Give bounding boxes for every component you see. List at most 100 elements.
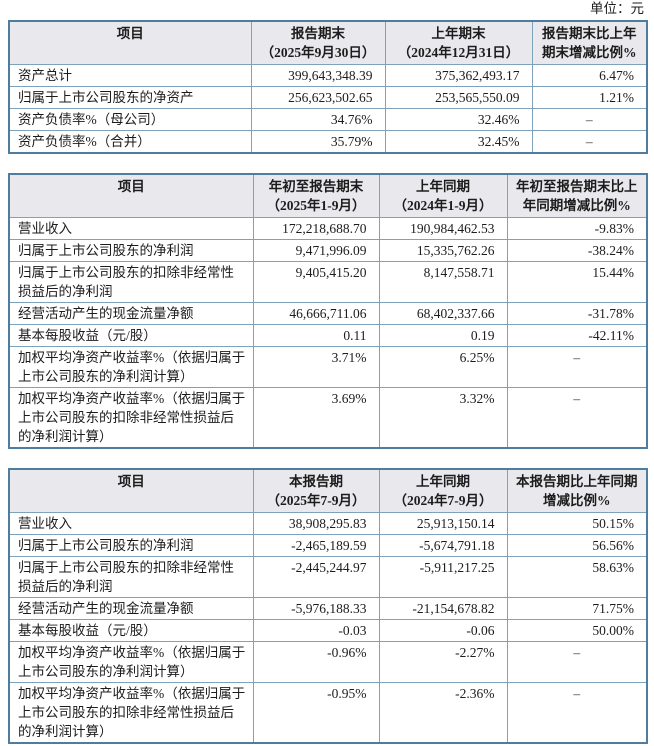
column-header: 上年期末 （2024年12月31日） bbox=[384, 20, 533, 65]
table-row: 经营活动产生的现金流量净额 46,666,711.06 68,402,337.66-… bbox=[8, 302, 648, 325]
value-cell: -42.11% bbox=[506, 324, 648, 347]
item-label: 归属于上市公司股东的净资产 bbox=[8, 86, 252, 109]
item-label: 归属于上市公司股东的扣除非经常性损益后的净利润 bbox=[8, 556, 254, 598]
value-cell: 56.56% bbox=[506, 534, 648, 557]
value-cell: 253,565,550.09 bbox=[384, 86, 533, 109]
ytd-results-table: 项目 年初至报告期末 （2025年1-9月） 上年同期 （2024年1-9月） 年初至报告… bbox=[8, 173, 648, 449]
value-cell: – bbox=[506, 387, 648, 449]
value-cell: -0.03 bbox=[252, 619, 380, 642]
value-cell: 34.76% bbox=[250, 108, 386, 131]
item-label: 归属于上市公司股东的扣除非经常性损益后的净利润 bbox=[8, 261, 254, 303]
value-cell: 0.11 bbox=[252, 324, 380, 347]
value-cell: 15,335,762.26 bbox=[378, 239, 508, 262]
table-row: 营业收入 38,908,295.83 25,913,150.14 50.15% bbox=[8, 512, 648, 535]
value-cell: – bbox=[506, 682, 648, 744]
table-row: 归属于上市公司股东的扣除非经常性损益后的净利润 -2,445,244.97 -5,9… bbox=[8, 556, 648, 598]
item-label: 归属于上市公司股东的净利润 bbox=[8, 534, 254, 557]
table-row: 资产负债率%（母公司） 34.76% 32.46% – bbox=[8, 108, 648, 131]
value-cell: -0.96% bbox=[252, 641, 380, 683]
item-label: 资产负债率%（合并） bbox=[8, 130, 252, 154]
item-label: 归属于上市公司股东的净利润 bbox=[8, 239, 254, 262]
column-header: 项目 bbox=[8, 173, 254, 218]
value-cell: -31.78% bbox=[506, 302, 648, 325]
item-label: 营业收入 bbox=[8, 512, 254, 535]
column-header: 本报告期比上年同期 增减比例% bbox=[506, 468, 648, 513]
item-label: 加权平均净资产收益率%（依据归属于上市公司股东的扣除非经常性损益后的净利润计算） bbox=[8, 387, 254, 449]
value-cell: – bbox=[531, 108, 648, 131]
value-cell: -2.36% bbox=[378, 682, 508, 744]
value-cell: 35.79% bbox=[250, 130, 386, 154]
value-cell: 9,405,415.20 bbox=[252, 261, 380, 303]
value-cell: 375,362,493.17 bbox=[384, 64, 533, 87]
value-cell: 3.32% bbox=[378, 387, 508, 449]
column-header: 本报告期 （2025年7-9月） bbox=[252, 468, 380, 513]
value-cell: 58.63% bbox=[506, 556, 648, 598]
value-cell: 1.21% bbox=[531, 86, 648, 109]
table-row: 归属于上市公司股东的净资产 256,623,502.65 253,565,550.0… bbox=[8, 86, 648, 109]
value-cell: -2.27% bbox=[378, 641, 508, 683]
value-cell: 68,402,337.66 bbox=[378, 302, 508, 325]
header-row: 项目 报告期末 （2025年9月30日） 上年期末 （2024年12月31日） 报告期末比… bbox=[8, 20, 648, 65]
table-row: 基本每股收益（元/股） -0.03 -0.06 50.00% bbox=[8, 619, 648, 642]
value-cell: – bbox=[531, 130, 648, 154]
item-label: 基本每股收益（元/股） bbox=[8, 619, 254, 642]
unit-label: 单位：元 bbox=[590, 1, 644, 16]
table-row: 基本每股收益（元/股） 0.11 0.19 -42.11% bbox=[8, 324, 648, 347]
table-row: 加权平均净资产收益率%（依据归属于上市公司股东的扣除非经常性损益后的净利润计算）… bbox=[8, 682, 648, 744]
value-cell: 256,623,502.65 bbox=[250, 86, 386, 109]
value-cell: 3.69% bbox=[252, 387, 380, 449]
value-cell: -0.06 bbox=[378, 619, 508, 642]
item-label: 经营活动产生的现金流量净额 bbox=[8, 302, 254, 325]
value-cell: -9.83% bbox=[506, 217, 648, 240]
value-cell: -5,911,217.25 bbox=[378, 556, 508, 598]
value-cell: 50.00% bbox=[506, 619, 648, 642]
item-label: 经营活动产生的现金流量净额 bbox=[8, 597, 254, 620]
value-cell: -5,674,791.18 bbox=[378, 534, 508, 557]
value-cell: 15.44% bbox=[506, 261, 648, 303]
column-header: 年初至报告期末比上 年同期增减比例% bbox=[506, 173, 648, 218]
value-cell: 399,643,348.39 bbox=[250, 64, 386, 87]
column-header: 上年同期 （2024年1-9月） bbox=[378, 173, 508, 218]
value-cell: -5,976,188.33 bbox=[252, 597, 380, 620]
value-cell: 3.71% bbox=[252, 346, 380, 388]
value-cell: 46,666,711.06 bbox=[252, 302, 380, 325]
value-cell: -2,445,244.97 bbox=[252, 556, 380, 598]
column-header: 项目 bbox=[8, 468, 254, 513]
value-cell: 32.46% bbox=[384, 108, 533, 131]
item-label: 营业收入 bbox=[8, 217, 254, 240]
value-cell: – bbox=[506, 641, 648, 683]
value-cell: 0.19 bbox=[378, 324, 508, 347]
table-row: 资产负债率%（合并） 35.79% 32.45% – bbox=[8, 130, 648, 154]
item-label: 加权平均净资产收益率%（依据归属于上市公司股东的净利润计算） bbox=[8, 641, 254, 683]
value-cell: -0.95% bbox=[252, 682, 380, 744]
item-label: 加权平均净资产收益率%（依据归属于上市公司股东的扣除非经常性损益后的净利润计算） bbox=[8, 682, 254, 744]
column-header: 报告期末比上年 期末增减比例% bbox=[531, 20, 648, 65]
table-row: 归属于上市公司股东的净利润 9,471,996.09 15,335,762.26 -3… bbox=[8, 239, 648, 262]
column-header: 项目 bbox=[8, 20, 252, 65]
table-row: 加权平均净资产收益率%（依据归属于上市公司股东的净利润计算） -0.96% -2.2… bbox=[8, 641, 648, 683]
item-label: 资产负债率%（母公司） bbox=[8, 108, 252, 131]
value-cell: -21,154,678.82 bbox=[378, 597, 508, 620]
column-header: 上年同期 （2024年7-9月） bbox=[378, 468, 508, 513]
value-cell: 32.45% bbox=[384, 130, 533, 154]
value-cell: 71.75% bbox=[506, 597, 648, 620]
table-row: 资产总计 399,643,348.39 375,362,493.17 6.47% bbox=[8, 64, 648, 87]
column-header: 报告期末 （2025年9月30日） bbox=[250, 20, 386, 65]
column-header: 年初至报告期末 （2025年1-9月） bbox=[252, 173, 380, 218]
item-label: 加权平均净资产收益率%（依据归属于上市公司股东的净利润计算） bbox=[8, 346, 254, 388]
value-cell: 172,218,688.70 bbox=[252, 217, 380, 240]
table-row: 归属于上市公司股东的净利润 -2,465,189.59 -5,674,791.18 5… bbox=[8, 534, 648, 557]
value-cell: 6.25% bbox=[378, 346, 508, 388]
value-cell: -38.24% bbox=[506, 239, 648, 262]
table-row: 加权平均净资产收益率%（依据归属于上市公司股东的扣除非经常性损益后的净利润计算）… bbox=[8, 387, 648, 449]
value-cell: 50.15% bbox=[506, 512, 648, 535]
value-cell: 190,984,462.53 bbox=[378, 217, 508, 240]
item-label: 基本每股收益（元/股） bbox=[8, 324, 254, 347]
table-row: 营业收入 172,218,688.70 190,984,462.53 -9.83% bbox=[8, 217, 648, 240]
value-cell: 6.47% bbox=[531, 64, 648, 87]
item-label: 资产总计 bbox=[8, 64, 252, 87]
table-row: 加权平均净资产收益率%（依据归属于上市公司股东的净利润计算） 3.71% 6.25%… bbox=[8, 346, 648, 388]
table-row: 经营活动产生的现金流量净额 -5,976,188.33 -21,154,678.82… bbox=[8, 597, 648, 620]
quarter-results-table: 项目 本报告期 （2025年7-9月） 上年同期 （2024年7-9月） 本报告期比上年同… bbox=[8, 468, 648, 744]
